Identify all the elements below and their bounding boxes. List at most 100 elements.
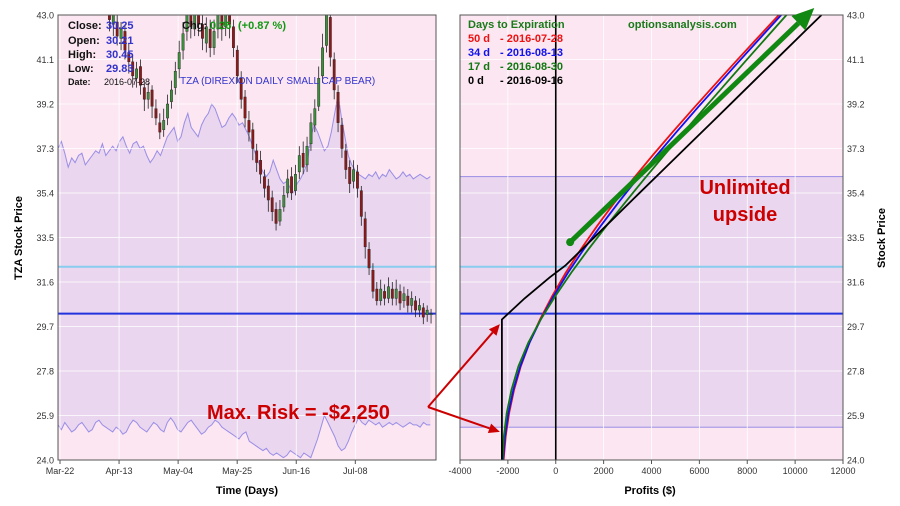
- risk-arrow-head: [488, 324, 500, 336]
- candle-body: [406, 295, 410, 306]
- candle-body: [402, 293, 406, 301]
- candle-body: [309, 122, 313, 145]
- left-x-tick-label: Jul-08: [343, 466, 368, 476]
- right-x-tick-label: 10000: [783, 466, 808, 476]
- risk-arrow-shaft: [427, 331, 494, 408]
- candle-body: [201, 24, 204, 39]
- legend-days-0: 50 d: [468, 33, 490, 45]
- candle-body: [425, 309, 429, 315]
- profit-curves: [501, 15, 823, 460]
- right-x-tick-label: 2000: [594, 466, 614, 476]
- left-y-tick-label: 24.0: [36, 456, 54, 466]
- candle-body: [247, 120, 251, 133]
- candle-body: [251, 129, 255, 149]
- candle-body: [131, 61, 135, 77]
- candle-body: [418, 305, 421, 311]
- left-y-tick-label: 29.7: [36, 322, 54, 332]
- left-y-axis: 24.0 25.9 27.8 29.7 31.6 33.5 35.4 37.3 39.2 41.1…: [36, 11, 54, 466]
- candle-body: [332, 59, 336, 91]
- candle-body: [193, 15, 197, 30]
- left-y-tick-label: 43.0: [36, 11, 54, 21]
- close-label: Close:: [68, 20, 102, 32]
- candle-body: [243, 96, 247, 119]
- high-value: 30.45: [106, 49, 134, 61]
- candle-body: [108, 15, 111, 20]
- open-value: 30.21: [106, 35, 134, 47]
- candle-body: [313, 108, 317, 126]
- candle-body: [162, 120, 166, 130]
- profit-curve-34d: [502, 15, 782, 460]
- right-grid: [460, 15, 843, 460]
- candle-body: [297, 155, 301, 173]
- candle-body: [286, 178, 290, 194]
- right-y-tick-label: 25.9: [847, 411, 865, 421]
- left-y-tick-label: 37.3: [36, 144, 54, 154]
- right-y-tick-label: 39.2: [847, 100, 865, 110]
- candle-body: [375, 288, 379, 301]
- legend-date-2: - 2016-08-30: [500, 61, 563, 73]
- legend-rows: 50 d - 2016-07-28 34 d - 2016-08-13 17 d - 20…: [468, 33, 563, 87]
- candle-body: [387, 286, 390, 299]
- candle-body: [139, 66, 142, 86]
- right-y-tick-label: 31.6: [847, 278, 865, 288]
- right-x-tick-label: 4000: [641, 466, 661, 476]
- candle-body: [216, 15, 220, 30]
- candle-body: [185, 15, 189, 32]
- left-y-tick-label: 27.8: [36, 367, 54, 377]
- candle-body: [282, 195, 286, 208]
- candle-body: [278, 209, 282, 222]
- candle-body: [383, 291, 386, 299]
- date-value: 2016-07-28: [104, 77, 150, 87]
- candle-body: [325, 15, 328, 46]
- candle-body: [290, 176, 293, 194]
- legend-days-3: 0 d: [468, 75, 484, 87]
- candle-body: [204, 26, 208, 44]
- candle-body: [212, 31, 216, 48]
- right-x-tick-label: 6000: [689, 466, 709, 476]
- right-x-tick-label: -2000: [496, 466, 519, 476]
- candle-body: [224, 15, 228, 27]
- right-x-tick-label: -4000: [448, 466, 471, 476]
- candle-body: [348, 167, 352, 184]
- left-y-tick-label: 39.2: [36, 100, 54, 110]
- candle-body: [363, 218, 367, 248]
- candle-body: [394, 288, 398, 299]
- right-y-tick-label: 41.1: [847, 55, 865, 65]
- candle-body: [352, 169, 355, 182]
- candle-body: [127, 52, 131, 63]
- candle-body: [123, 31, 127, 51]
- high-label: High:: [68, 49, 96, 61]
- unlimited-upside-line2: upside: [713, 204, 777, 226]
- candle-body: [270, 197, 274, 212]
- right-x-tick-label: 0: [553, 466, 558, 476]
- legend-date-3: - 2016-09-16: [500, 75, 563, 87]
- price-history-panel: 24.0 25.9 27.8 29.7 31.6 33.5 35.4 37.3 39.2 41.1…: [13, 0, 437, 497]
- candle-body: [266, 185, 270, 201]
- upside-arrow-shaft: [568, 21, 801, 244]
- legend-date-0: - 2016-07-28: [500, 33, 563, 45]
- candle-body: [150, 89, 154, 107]
- candle-body: [398, 291, 402, 304]
- legend-date-1: - 2016-08-13: [500, 47, 563, 59]
- candle-body: [344, 150, 348, 170]
- candle-body: [100, 0, 102, 6]
- left-grid: [58, 15, 436, 460]
- volatility-band: [58, 94, 431, 458]
- profit-panel: 24.0 25.9 27.8 29.7 31.6 33.5 35.4 37.3 39.2 41.1…: [448, 7, 888, 497]
- candle-body: [390, 288, 394, 299]
- candle-body: [421, 307, 425, 318]
- risk-arrow-head: [487, 423, 500, 434]
- right-y-axis-label: Stock Price: [876, 208, 888, 268]
- close-value: 30.25: [106, 20, 134, 32]
- left-y-tick-label: 25.9: [36, 411, 54, 421]
- candle-body: [208, 28, 212, 48]
- candle-body: [321, 47, 324, 77]
- candle-body: [356, 171, 359, 189]
- candle-body: [189, 15, 193, 27]
- candle-body: [274, 209, 278, 224]
- candle-body: [301, 152, 305, 168]
- candle-body: [410, 298, 414, 306]
- candle-body: [228, 15, 231, 25]
- candle-body: [146, 92, 150, 100]
- candle-body: [104, 1, 106, 8]
